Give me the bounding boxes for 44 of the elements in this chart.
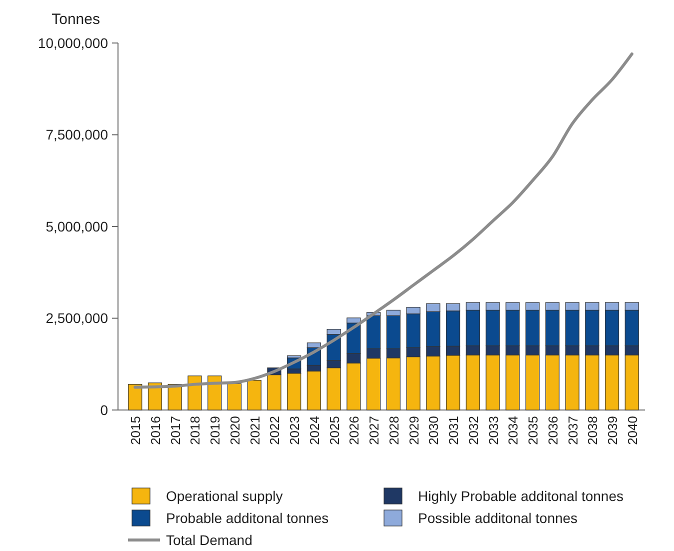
bar bbox=[188, 376, 202, 410]
x-tick-label: 2029 bbox=[406, 416, 422, 445]
x-tick-label: 2025 bbox=[326, 416, 342, 445]
y-tick-label: 0 bbox=[100, 402, 108, 418]
bar bbox=[128, 384, 142, 410]
y-tick-label: 5,000,000 bbox=[46, 218, 108, 234]
x-tick-label: 2015 bbox=[128, 416, 144, 445]
x-tick-label: 2035 bbox=[526, 416, 541, 445]
x-tick-label: 2028 bbox=[386, 416, 402, 445]
y-axis-title: Tonnes bbox=[52, 11, 100, 28]
legend-label: Total Demand bbox=[166, 532, 252, 548]
x-tick-label: 2016 bbox=[148, 416, 163, 445]
x-tick-label: 2037 bbox=[565, 416, 580, 445]
x-tick-label: 2034 bbox=[506, 416, 521, 445]
x-tick-label: 2032 bbox=[466, 416, 481, 445]
x-tick-label: 2036 bbox=[545, 416, 560, 445]
x-tick-label: 2031 bbox=[446, 416, 462, 445]
x-tick-label: 2030 bbox=[426, 416, 442, 445]
x-tick-label: 2040 bbox=[624, 416, 640, 445]
x-tick-label: 2020 bbox=[227, 416, 242, 445]
y-tick-label: 2,500,000 bbox=[46, 310, 108, 326]
x-tick-label: 2024 bbox=[306, 416, 322, 445]
x-tick-label: 2022 bbox=[267, 416, 282, 445]
legend-label: Possible additonal tonnes bbox=[418, 510, 578, 526]
x-tick-label: 2019 bbox=[208, 416, 223, 445]
bar bbox=[247, 380, 262, 410]
bar bbox=[287, 373, 302, 410]
bar bbox=[208, 376, 222, 410]
x-tick-label: 2023 bbox=[287, 416, 302, 445]
y-tick-label: 7,500,000 bbox=[46, 126, 108, 143]
legend-label: Highly Probable additonal tonnes bbox=[418, 488, 624, 504]
x-tick-label: 2026 bbox=[346, 416, 362, 445]
x-tick-label: 2018 bbox=[188, 416, 203, 445]
legend-label: Operational supply bbox=[166, 488, 283, 504]
x-tick-label: 2033 bbox=[486, 416, 501, 445]
x-tick-label: 2039 bbox=[605, 416, 620, 445]
bar bbox=[227, 383, 242, 410]
legend-label: Probable additonal tonnes bbox=[166, 510, 329, 526]
line-series bbox=[134, 52, 634, 389]
x-tick-label: 2021 bbox=[247, 416, 262, 445]
x-tick-label: 2027 bbox=[366, 416, 382, 445]
x-tick-label: 2038 bbox=[585, 416, 600, 445]
x-tick-label: 2017 bbox=[168, 416, 183, 445]
y-tick-label: 10,000,000 bbox=[38, 34, 108, 51]
